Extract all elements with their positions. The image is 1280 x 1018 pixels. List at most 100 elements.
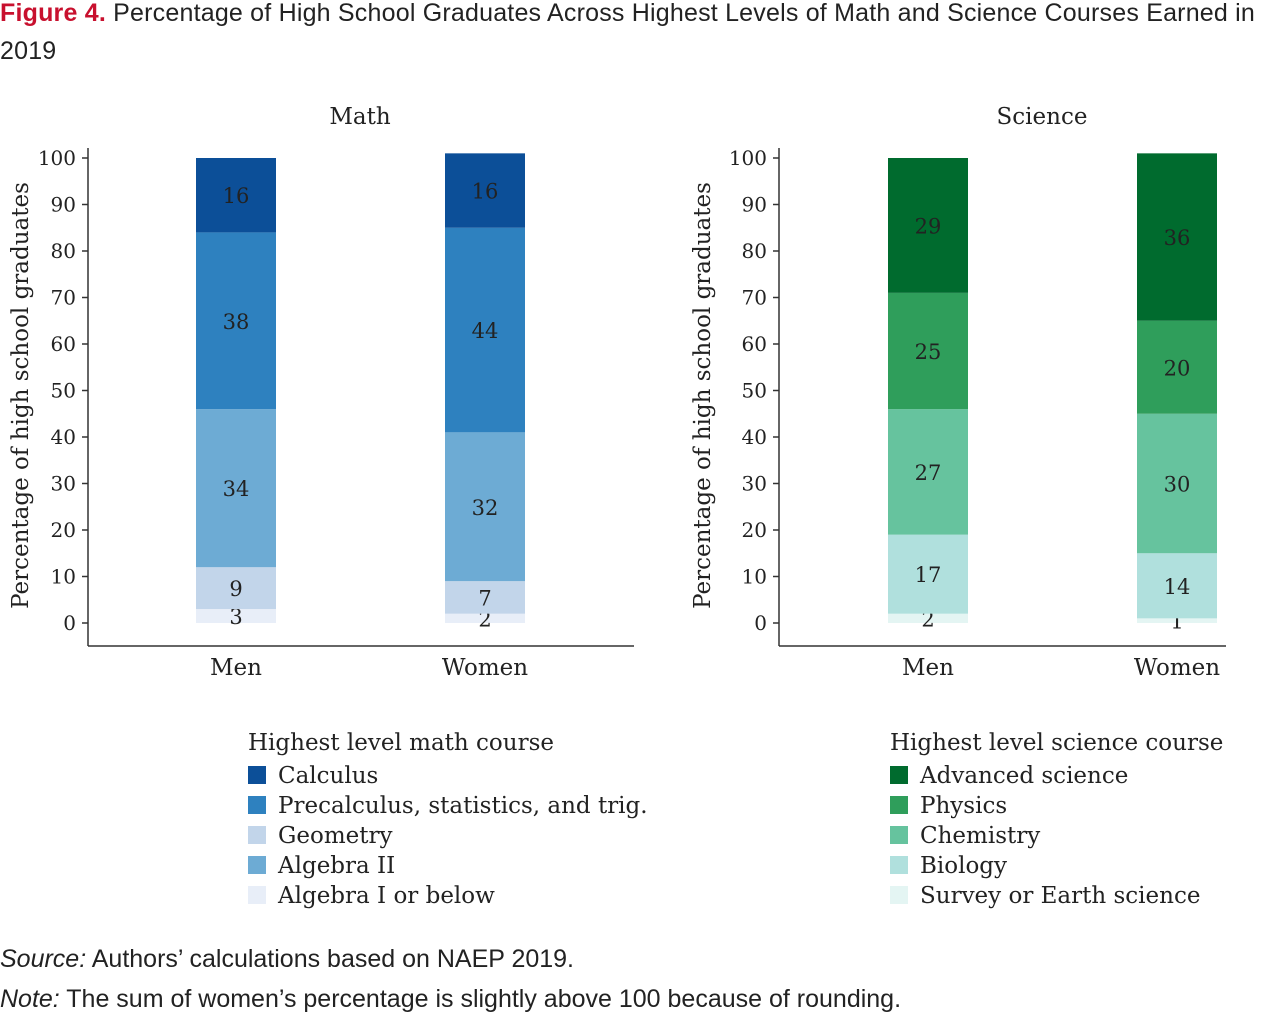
data-label: 32 (472, 496, 499, 520)
data-label: 3 (229, 605, 242, 629)
data-label: 7 (478, 586, 491, 610)
legend-title: Highest level math course (248, 730, 554, 756)
chart-panel-1: Science Percentage of high school graduat… (690, 104, 1226, 909)
bar-segment (1137, 320, 1217, 414)
y-tick-label: 90 (51, 193, 76, 217)
legend-label: Survey or Earth science (920, 883, 1200, 909)
bar-segment (196, 409, 276, 568)
note-label: Note: (0, 985, 60, 1013)
figure-title: Figure 4. Percentage of High School Grad… (0, 0, 1280, 70)
data-label: 34 (223, 477, 250, 501)
x-tick-label: Women (1134, 655, 1220, 681)
bar-segment (888, 613, 968, 623)
y-tick-label: 10 (742, 565, 767, 589)
y-tick-label: 70 (742, 286, 767, 310)
data-label: 16 (472, 180, 499, 204)
y-tick-label: 60 (742, 332, 767, 356)
bar-segment (888, 409, 968, 535)
bar-segment (445, 153, 525, 228)
legend-swatch (248, 886, 266, 904)
chart-panel-0: Math Percentage of high school graduates 0… (8, 104, 648, 909)
data-label: 20 (1164, 356, 1191, 380)
legend-label: Calculus (278, 763, 378, 789)
figure-label: Figure 4. (0, 0, 106, 27)
rounding-note: Note: The sum of women’s percentage is s… (0, 985, 1280, 1014)
x-tick-label: Men (902, 655, 954, 681)
data-label: 27 (915, 461, 942, 485)
source-note: Source: Authors’ calculations based on N… (0, 945, 1280, 974)
y-tick-label: 30 (742, 472, 767, 496)
y-tick-label: 90 (742, 193, 767, 217)
legend-label: Algebra I or below (277, 883, 495, 909)
legend-label: Biology (920, 853, 1007, 879)
legend-swatch (890, 856, 908, 874)
legend-label: Algebra II (277, 853, 395, 879)
data-label: 14 (1164, 575, 1191, 599)
legend-label: Geometry (278, 823, 392, 849)
bar-segment (445, 432, 525, 582)
y-tick-label: 50 (742, 379, 767, 403)
legend-swatch (890, 886, 908, 904)
bar-segment (1137, 413, 1217, 554)
figure-charts: Math Percentage of high school graduates 0… (8, 104, 1226, 909)
y-tick-label: 0 (754, 611, 767, 635)
legend-label: Chemistry (920, 823, 1040, 849)
y-tick-label: 70 (51, 286, 76, 310)
y-tick-label: 40 (51, 425, 76, 449)
x-tick-label: Women (442, 655, 528, 681)
y-tick-label: 50 (51, 379, 76, 403)
y-tick-label: 30 (51, 472, 76, 496)
data-label: 30 (1164, 473, 1191, 497)
bar-segment (888, 158, 968, 293)
legend-swatch (248, 826, 266, 844)
data-label: 17 (915, 563, 942, 587)
x-tick-label: Men (210, 655, 262, 681)
y-tick-label: 10 (51, 565, 76, 589)
data-label: 36 (1164, 226, 1191, 250)
bar-segment (196, 158, 276, 233)
legend-swatch (890, 766, 908, 784)
data-label: 29 (915, 214, 942, 238)
note-text: The sum of women’s percentage is slightl… (66, 985, 902, 1013)
bar-segment (1137, 618, 1217, 623)
data-label: 38 (223, 310, 250, 334)
y-tick-label: 80 (51, 239, 76, 263)
bar-segment (445, 613, 525, 623)
legend-label: Precalculus, statistics, and trig. (278, 793, 648, 819)
bar-segment (888, 534, 968, 614)
legend-label: Physics (920, 793, 1007, 819)
legend: Highest level science course Advanced sci… (890, 730, 1223, 909)
source-text: Authors’ calculations based on NAEP 2019… (91, 945, 575, 973)
bar-segment (1137, 553, 1217, 619)
y-tick-label: 40 (742, 425, 767, 449)
data-label: 44 (472, 319, 499, 343)
legend-swatch (890, 826, 908, 844)
legend-title: Highest level science course (890, 730, 1223, 756)
bar-segment (888, 292, 968, 410)
y-tick-label: 100 (729, 146, 767, 170)
bar-segment (445, 227, 525, 433)
y-tick-label: 100 (38, 146, 76, 170)
legend-label: Advanced science (919, 763, 1128, 789)
legend-swatch (248, 796, 266, 814)
y-tick-label: 60 (51, 332, 76, 356)
y-tick-label: 80 (742, 239, 767, 263)
bar-segment (196, 567, 276, 610)
data-label: 16 (223, 184, 250, 208)
bar-segment (445, 581, 525, 614)
y-axis-label: Percentage of high school graduates (8, 182, 34, 609)
panel-title: Science (997, 104, 1088, 130)
y-tick-label: 0 (63, 611, 76, 635)
source-label: Source: (0, 945, 87, 973)
data-label: 25 (915, 340, 942, 364)
y-tick-label: 20 (742, 518, 767, 542)
figure-title-text: Percentage of High School Graduates Acro… (0, 0, 1256, 65)
panel-title: Math (329, 104, 391, 130)
y-tick-label: 20 (51, 518, 76, 542)
bar-segment (1137, 153, 1217, 321)
bar-segment (196, 609, 276, 623)
legend-swatch (248, 766, 266, 784)
bar-segment (196, 232, 276, 410)
y-axis-label: Percentage of high school graduates (690, 182, 716, 609)
data-label: 9 (229, 577, 242, 601)
